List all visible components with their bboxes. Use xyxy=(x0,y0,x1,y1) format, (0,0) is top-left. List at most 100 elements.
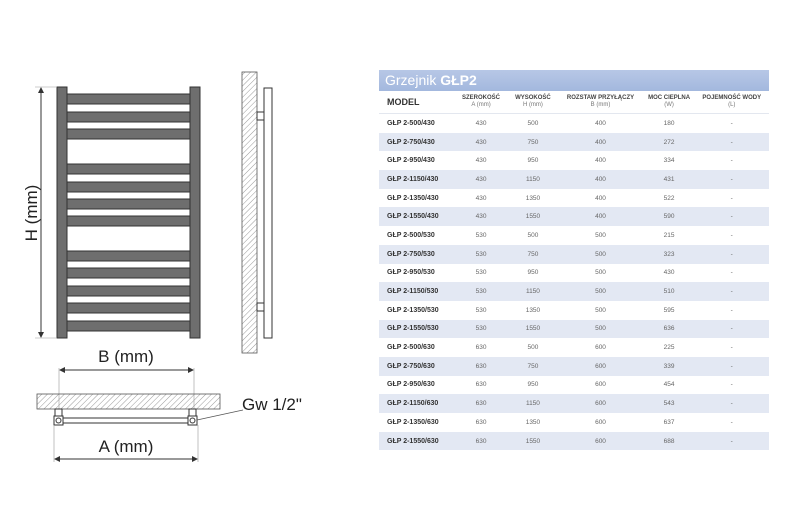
towel-bar xyxy=(66,302,191,314)
towel-bar xyxy=(66,198,191,210)
left-connector xyxy=(53,415,64,426)
value-cell: 750 xyxy=(527,362,539,370)
table-row: GŁP 2-1350/430 430 1350 400 522 - xyxy=(379,188,769,208)
value-cell: 500 xyxy=(595,306,606,314)
width-label: A (mm) xyxy=(99,437,154,456)
table-row: GŁP 2-750/530 530 750 500 323 - xyxy=(379,244,769,264)
table-title: Grzejnik GŁP2 xyxy=(379,70,769,91)
towel-bar xyxy=(66,250,191,262)
table-row: GŁP 2-500/430 430 500 400 180 - xyxy=(379,114,769,133)
value-cell: - xyxy=(730,344,733,352)
value-cell: 600 xyxy=(595,437,606,445)
value-cell: 430 xyxy=(475,194,487,202)
table-row: GŁP 2-1150/530 530 1150 500 510 - xyxy=(379,282,769,301)
value-cell: 1350 xyxy=(525,194,541,202)
value-cell: - xyxy=(730,119,733,127)
value-cell: 431 xyxy=(663,175,675,183)
table-row: GŁP 2-1550/630 630 1550 600 688 - xyxy=(379,431,769,451)
value-cell: 1150 xyxy=(525,400,540,408)
model-cell: GŁP 2-500/530 xyxy=(387,231,435,239)
value-cell: 510 xyxy=(663,288,675,296)
value-cell: 430 xyxy=(475,157,487,165)
value-cell: - xyxy=(730,175,733,183)
value-cell: 225 xyxy=(663,344,675,352)
value-cell: 400 xyxy=(595,194,606,202)
value-cell: 400 xyxy=(595,213,606,221)
value-cell: 430 xyxy=(475,119,487,127)
model-cell: GŁP 2-500/430 xyxy=(387,119,435,127)
column-label: ROZSTAW PRZYŁĄCZY xyxy=(566,95,635,101)
title-prefix: Grzejnik xyxy=(385,72,441,88)
top-view: B (mm) Gw 1/2" A (mm) xyxy=(36,347,302,462)
table-row: GŁP 2-1350/630 630 1350 600 637 - xyxy=(379,413,769,432)
table-row: GŁP 2-1350/530 530 1350 500 595 - xyxy=(379,300,769,320)
value-cell: - xyxy=(730,194,733,202)
model-cell: GŁP 2-1150/530 xyxy=(387,288,439,296)
value-cell: 430 xyxy=(663,269,675,277)
value-cell: 950 xyxy=(527,381,539,389)
towel-bar xyxy=(66,93,191,105)
towel-bar xyxy=(66,181,191,193)
value-cell: 1550 xyxy=(525,325,541,333)
value-cell: 1150 xyxy=(525,288,540,296)
upper-bracket xyxy=(256,111,265,121)
value-cell: - xyxy=(730,213,733,221)
value-cell: 630 xyxy=(475,344,487,352)
value-cell: 180 xyxy=(663,119,675,127)
column-header: WYSOKOŚĆ H (mm) xyxy=(508,95,557,109)
value-cell: - xyxy=(730,269,733,277)
table-row: GŁP 2-1550/430 430 1550 400 590 - xyxy=(379,207,769,227)
side-rail xyxy=(263,87,273,339)
value-cell: 430 xyxy=(475,213,487,221)
column-unit: B (mm) xyxy=(590,102,611,108)
column-unit: (L) xyxy=(728,102,736,108)
value-cell: - xyxy=(730,325,733,333)
model-cell: GŁP 2-1550/530 xyxy=(387,325,439,333)
value-cell: - xyxy=(730,231,733,239)
towel-bar xyxy=(66,215,191,227)
value-cell: - xyxy=(730,306,733,314)
value-cell: 600 xyxy=(595,418,606,426)
value-cell: 500 xyxy=(595,250,606,258)
model-cell: GŁP 2-750/530 xyxy=(387,250,435,258)
column-header: MODEL xyxy=(387,96,420,107)
column-header: SZEROKOŚĆ A (mm) xyxy=(454,95,509,109)
table-row: GŁP 2-500/630 630 500 600 225 - xyxy=(379,338,769,357)
value-cell: 595 xyxy=(663,306,675,314)
table-row: GŁP 2-950/530 530 950 500 430 - xyxy=(379,263,769,283)
value-cell: 530 xyxy=(475,288,487,296)
table-row: GŁP 2-1150/430 430 1150 400 431 - xyxy=(379,170,769,189)
value-cell: 400 xyxy=(595,157,606,165)
towel-bar xyxy=(66,320,191,332)
value-cell: 600 xyxy=(595,400,606,408)
value-cell: 630 xyxy=(475,400,487,408)
table-row: GŁP 2-750/630 630 750 600 339 - xyxy=(379,356,769,376)
value-cell: 950 xyxy=(527,269,539,277)
model-cell: GŁP 2-1150/630 xyxy=(387,400,439,408)
value-cell: - xyxy=(730,381,733,389)
column-header: ROZSTAW PRZYŁĄCZY B (mm) xyxy=(557,95,643,109)
value-cell: 1350 xyxy=(525,418,541,426)
towel-bar xyxy=(66,128,191,140)
specification-table: Grzejnik GŁP2 MODEL SZEROKOŚĆ A (mm) WYSOKO… xyxy=(379,70,769,451)
column-unit: (W) xyxy=(664,102,674,108)
value-cell: - xyxy=(730,157,733,165)
value-cell: 400 xyxy=(595,138,606,146)
model-cell: GŁP 2-1150/430 xyxy=(387,175,439,183)
model-cell: GŁP 2-750/630 xyxy=(387,362,435,370)
value-cell: 637 xyxy=(663,418,675,426)
table-row: GŁP 2-950/630 630 950 600 454 - xyxy=(379,375,769,395)
value-cell: 339 xyxy=(663,362,675,370)
value-cell: 1550 xyxy=(525,213,541,221)
left-rail xyxy=(56,86,68,339)
bar-top xyxy=(61,417,191,424)
right-connector xyxy=(187,415,198,426)
value-cell: 600 xyxy=(595,344,606,352)
height-label: H (mm) xyxy=(22,185,41,242)
table-row: GŁP 2-500/530 530 500 500 215 - xyxy=(379,226,769,245)
value-cell: - xyxy=(730,138,733,146)
value-cell: 454 xyxy=(663,381,675,389)
value-cell: 430 xyxy=(475,175,487,183)
value-cell: 636 xyxy=(663,325,675,333)
value-cell: 630 xyxy=(475,362,487,370)
